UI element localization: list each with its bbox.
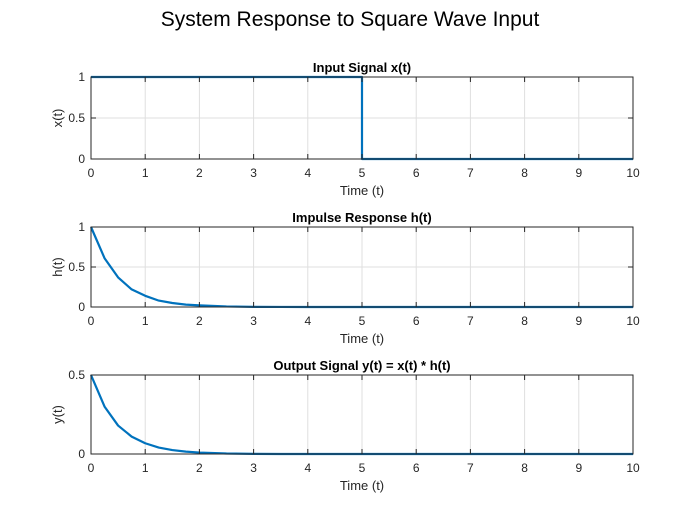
x-tick-label: 1 — [142, 166, 149, 180]
x-tick-label: 0 — [88, 166, 95, 180]
x-tick-label: 3 — [250, 166, 257, 180]
x-tick-label: 7 — [467, 461, 474, 475]
y-tick-label: 0.5 — [68, 368, 85, 382]
x-tick-label: 8 — [521, 461, 528, 475]
x-tick-label: 2 — [196, 314, 203, 328]
x-tick-label: 3 — [250, 314, 257, 328]
subplot-title-3: Output Signal y(t) = x(t) * h(t) — [273, 358, 450, 373]
x-tick-label: 0 — [88, 461, 95, 475]
y-tick-label: 0.5 — [68, 260, 85, 274]
x-tick-label: 9 — [575, 166, 582, 180]
x-tick-label: 2 — [196, 166, 203, 180]
y-tick-label: 0 — [78, 300, 85, 314]
x-tick-label: 10 — [626, 166, 640, 180]
x-tick-label: 8 — [521, 314, 528, 328]
y-tick-label: 1 — [78, 220, 85, 234]
subplot-title-2: Impulse Response h(t) — [292, 210, 431, 225]
x-tick-label: 4 — [304, 461, 311, 475]
x-tick-label: 1 — [142, 314, 149, 328]
y-tick-label: 1 — [78, 70, 85, 84]
x-tick-label: 0 — [88, 314, 95, 328]
x-tick-label: 5 — [359, 314, 366, 328]
x-tick-label: 3 — [250, 461, 257, 475]
x-tick-label: 10 — [626, 461, 640, 475]
x-tick-label: 2 — [196, 461, 203, 475]
x-tick-label: 6 — [413, 314, 420, 328]
x-tick-label: 10 — [626, 314, 640, 328]
x-axis-label-3: Time (t) — [340, 478, 384, 493]
x-tick-label: 9 — [575, 314, 582, 328]
x-tick-label: 7 — [467, 166, 474, 180]
x-tick-label: 9 — [575, 461, 582, 475]
x-tick-label: 4 — [304, 314, 311, 328]
x-tick-label: 6 — [413, 166, 420, 180]
x-tick-label: 5 — [359, 166, 366, 180]
y-axis-label-1: x(t) — [50, 109, 65, 128]
y-tick-label: 0 — [78, 447, 85, 461]
y-axis-label-2: h(t) — [50, 257, 65, 277]
x-axis-label-2: Time (t) — [340, 331, 384, 346]
x-tick-label: 1 — [142, 461, 149, 475]
y-tick-label: 0.5 — [68, 111, 85, 125]
y-tick-label: 0 — [78, 152, 85, 166]
x-tick-label: 6 — [413, 461, 420, 475]
x-axis-label-1: Time (t) — [340, 183, 384, 198]
x-tick-label: 5 — [359, 461, 366, 475]
figure-title: System Response to Square Wave Input — [160, 8, 540, 31]
subplot-title-1: Input Signal x(t) — [313, 60, 411, 75]
x-tick-label: 7 — [467, 314, 474, 328]
y-axis-label-3: y(t) — [50, 405, 65, 424]
x-tick-label: 8 — [521, 166, 528, 180]
x-tick-label: 4 — [304, 166, 311, 180]
